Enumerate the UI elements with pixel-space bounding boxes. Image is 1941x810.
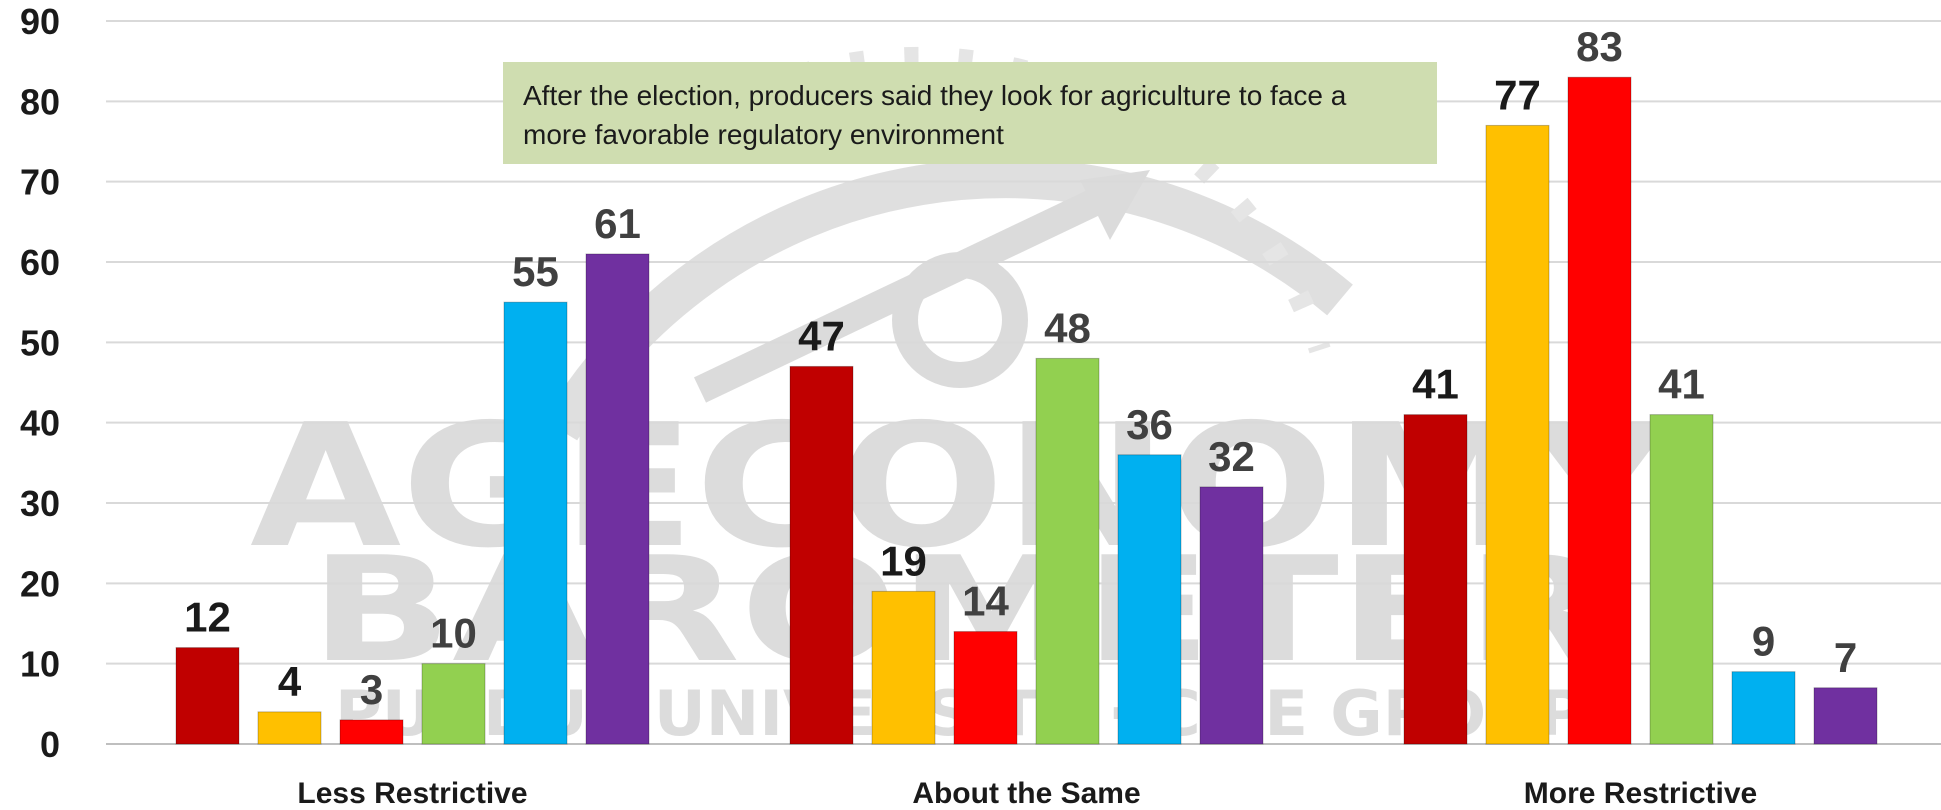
bar-3-4 bbox=[1649, 414, 1714, 745]
data-label: 48 bbox=[1044, 304, 1091, 351]
y-tick-label: 40 bbox=[20, 403, 60, 444]
bar-2-4 bbox=[1035, 357, 1100, 745]
bar-2-3 bbox=[953, 631, 1018, 745]
bar-2-1 bbox=[789, 365, 854, 745]
x-tick-label: More Restrictive bbox=[1524, 777, 1757, 810]
data-label: 61 bbox=[594, 200, 641, 247]
y-tick-label: 50 bbox=[20, 322, 60, 363]
bar-1-5 bbox=[503, 301, 568, 745]
y-tick-label: 10 bbox=[20, 644, 60, 685]
data-label: 55 bbox=[512, 248, 559, 295]
bars bbox=[175, 76, 1878, 745]
bar-2-5 bbox=[1117, 454, 1182, 745]
data-label: 41 bbox=[1658, 361, 1705, 408]
data-label: 83 bbox=[1576, 23, 1623, 70]
bar-1-3 bbox=[339, 719, 404, 745]
bar-3-6 bbox=[1813, 687, 1878, 745]
y-tick-label: 30 bbox=[20, 483, 60, 524]
y-tick-label: 90 bbox=[20, 1, 60, 42]
x-tick-label: Less Restrictive bbox=[297, 777, 527, 810]
bar-3-2 bbox=[1485, 124, 1550, 745]
y-tick-label: 60 bbox=[20, 242, 60, 283]
annotation-box: After the election, producers said they … bbox=[503, 62, 1437, 164]
data-label: 12 bbox=[184, 594, 231, 641]
data-label: 7 bbox=[1834, 634, 1857, 681]
bar-1-4 bbox=[421, 663, 486, 745]
data-label: 41 bbox=[1412, 361, 1459, 408]
data-label: 47 bbox=[798, 312, 845, 359]
bar-2-2 bbox=[871, 590, 936, 745]
bar-3-5 bbox=[1731, 671, 1796, 745]
bar-1-2 bbox=[257, 711, 322, 745]
data-label: 9 bbox=[1752, 618, 1775, 665]
bar-3-1 bbox=[1403, 414, 1468, 745]
data-label: 19 bbox=[880, 537, 927, 584]
data-label: 32 bbox=[1208, 433, 1255, 480]
y-axis-ticks: 0 10 20 30 40 50 60 70 80 90 bbox=[20, 1, 60, 765]
data-label: 3 bbox=[360, 666, 383, 713]
y-tick-label: 70 bbox=[20, 162, 60, 203]
bar-2-6 bbox=[1199, 486, 1264, 745]
data-labels: 12 4 3 10 55 61 47 19 14 48 36 32 41 77 83 41 9 7 bbox=[184, 23, 1857, 713]
data-label: 36 bbox=[1126, 401, 1173, 448]
y-tick-label: 0 bbox=[40, 724, 60, 765]
gridlines bbox=[106, 20, 1941, 745]
x-tick-label: About the Same bbox=[912, 777, 1140, 810]
data-label: 14 bbox=[962, 578, 1009, 625]
x-axis-ticks: Less Restrictive About the Same More Restr… bbox=[297, 777, 1757, 810]
data-label: 4 bbox=[278, 658, 302, 705]
y-tick-label: 20 bbox=[20, 563, 60, 604]
bar-1-6 bbox=[585, 253, 650, 745]
data-label: 77 bbox=[1494, 71, 1541, 118]
y-tick-label: 80 bbox=[20, 81, 60, 122]
data-label: 10 bbox=[430, 610, 477, 657]
bar-1-1 bbox=[175, 647, 240, 745]
bar-3-3 bbox=[1567, 76, 1632, 745]
